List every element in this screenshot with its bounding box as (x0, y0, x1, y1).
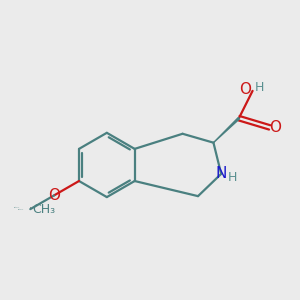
Text: CH₃: CH₃ (32, 202, 55, 216)
Text: methoxy: methoxy (14, 206, 20, 208)
Text: O: O (48, 188, 60, 203)
Text: O: O (30, 206, 31, 208)
Text: H: H (228, 171, 237, 184)
Text: O: O (269, 120, 281, 135)
Text: N: N (215, 167, 227, 182)
Text: O: O (239, 82, 251, 97)
Polygon shape (214, 118, 239, 143)
Text: methoxy: methoxy (18, 208, 24, 210)
Text: H: H (255, 81, 264, 94)
